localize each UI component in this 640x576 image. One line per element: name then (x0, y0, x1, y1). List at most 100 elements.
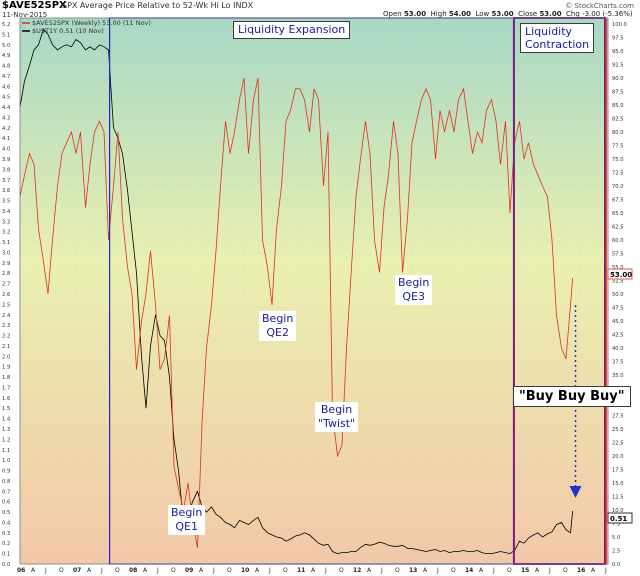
left-axis-tick-label: 3.8 (2, 167, 10, 173)
low-value: 53.00 (491, 10, 514, 18)
x-axis-tick-label: O (451, 567, 456, 574)
right-axis-tick-label: 17.5 (612, 468, 624, 474)
x-axis-tick-label: O (507, 567, 512, 574)
right-axis-tick-label: 80.0 (612, 130, 624, 136)
x-axis-tick-label: A (31, 567, 36, 574)
left-axis-tick-label: 3.0 (2, 250, 10, 256)
right-axis: 0.0 2.5 5.0 7.5 10.0 12.5 15.0 17.5 20.0 22.5 25.0… (612, 22, 627, 568)
right-axis-tick-label: 60.0 (612, 238, 624, 244)
left-axis-tick-label: 4.7 (2, 74, 10, 80)
left-axis-tick-label: 4.3 (2, 115, 10, 121)
qe3-line-2: QE3 (402, 290, 425, 303)
series-line-ave52spx (19, 77, 574, 548)
right-axis-tick-label: 15.0 (612, 481, 624, 487)
x-axis-tick-label: 16 (577, 567, 585, 574)
left-axis-tick-label: 4.2 (2, 126, 10, 132)
x-axis-tick-label: O (563, 567, 568, 574)
series-line-ust1y (19, 28, 574, 555)
x-axis-tick-label: J (324, 567, 327, 574)
left-axis-tick-label: 2.9 (2, 261, 10, 267)
qe1-line-1: Begin (171, 506, 203, 519)
x-axis-tick-label: O (283, 567, 288, 574)
left-axis-tick-label: 1.6 (2, 396, 10, 402)
right-axis-tick-label: 50.0 (612, 292, 624, 298)
x-axis-tick-label: 15 (521, 567, 529, 574)
twist-line-2: "Twist" (318, 417, 356, 430)
left-axis-tick-label: 3.3 (2, 219, 10, 225)
right-axis-tick-label: 7.5 (612, 522, 620, 528)
left-axis-tick-label: 1.7 (2, 385, 10, 391)
low-label: Low (475, 10, 490, 18)
left-axis-tick-label: 3.6 (2, 188, 10, 194)
qe1-line-2: QE1 (175, 520, 198, 533)
x-axis-tick-label: A (423, 567, 428, 574)
right-axis-tick-label: 42.5 (612, 333, 624, 339)
x-axis-tick-label: J (44, 567, 47, 574)
left-axis-tick-label: 0.6 (2, 500, 10, 506)
right-axis-tick-label: 100.0 (612, 22, 627, 28)
left-axis-tick-label: 1.1 (2, 448, 10, 454)
left-axis-tick-label: 4.4 (2, 105, 11, 111)
x-axis-tick-label: J (548, 567, 551, 574)
left-axis-tick-label: 1.3 (2, 427, 10, 433)
high-value: 54.00 (448, 10, 472, 18)
x-axis-tick-label: 12 (353, 567, 361, 574)
left-axis-tick-label: 3.4 (2, 209, 11, 215)
x-axis-tick-label: J (604, 567, 607, 574)
right-axis-tick-label: 95.0 (612, 49, 624, 55)
left-axis-tick-label: 5.0 (2, 43, 10, 49)
qe3-line-1: Begin (398, 276, 430, 289)
chart-credit: © StockCharts.com (565, 2, 634, 10)
left-axis-tick-label: 4.8 (2, 64, 10, 70)
right-axis-tick-label: 90.0 (612, 76, 624, 82)
left-axis-tick-label: 0.1 (2, 552, 10, 558)
left-axis-tick-label: 0.2 (2, 541, 10, 547)
right-axis-tick-label: 5.0 (612, 535, 620, 541)
left-axis-tick-label: 2.5 (2, 302, 10, 308)
left-axis: 0.0 0.1 0.2 0.3 0.4 0.5 0.6 0.7 0.8 0.9 1.0 1.1 1.2 1… (2, 22, 11, 568)
x-axis-tick-label: A (367, 567, 372, 574)
left-axis-tick-label: 0.7 (2, 489, 10, 495)
x-axis-tick-label: 08 (129, 567, 137, 574)
x-axis-tick-label: O (171, 567, 176, 574)
left-axis-tick-label: 5.2 (2, 22, 10, 28)
high-label: High (430, 10, 447, 18)
x-axis-tick-label: J (380, 567, 383, 574)
right-axis-tick-label: 37.5 (612, 360, 624, 366)
right-axis-tick-label: 75.0 (612, 157, 624, 163)
left-axis-tick-label: 5.1 (2, 32, 10, 38)
left-axis-tick-label: 0.4 (2, 520, 11, 526)
price-label-red: 53.00 (607, 268, 633, 280)
x-axis-tick-label: 13 (409, 567, 417, 574)
left-axis-tick-label: 2.7 (2, 282, 10, 288)
left-axis-tick-label: 3.2 (2, 230, 10, 236)
x-axis-tick-label: A (479, 567, 484, 574)
left-axis-tick-label: 2.6 (2, 292, 10, 298)
x-axis-tick-label: O (59, 567, 64, 574)
left-axis-tick-label: 0.3 (2, 531, 10, 537)
left-axis-tick-label: 0.9 (2, 469, 10, 475)
left-axis-tick-label: 4.1 (2, 136, 10, 142)
twist-line-1: Begin (320, 403, 353, 416)
right-axis-tick-label: 35.0 (612, 373, 624, 379)
left-axis-tick-label: 0.8 (2, 479, 10, 485)
x-axis-tick-label: 14 (465, 567, 473, 574)
legend-entry-ave52spx: $AVE52SPX (Weekly) 53.00 (11 Nov) (32, 19, 151, 27)
x-axis-tick-label: J (100, 567, 103, 574)
x-axis-tick-label: A (255, 567, 260, 574)
x-axis-tick-label: O (227, 567, 232, 574)
ohlc-stats: Open 53.00 High 54.00 Low 53.00 Close 53… (383, 10, 633, 18)
right-axis-tick-label: 10.0 (612, 508, 624, 514)
right-axis-tick-label: 40.0 (612, 346, 624, 352)
x-axis-tick-label: J (156, 567, 159, 574)
right-axis-tick-label: 70.0 (612, 184, 624, 190)
left-axis-tick-label: 2.0 (2, 354, 10, 360)
annotation-qe1: Begin QE1 (168, 505, 206, 535)
liquidity-expansion-label: Liquidity Expansion (233, 21, 351, 39)
left-axis-tick-label: 0.5 (2, 510, 10, 516)
left-axis-tick-label: 1.5 (2, 406, 10, 412)
right-axis-tick-label: 77.5 (612, 144, 624, 150)
right-axis-tick-label: 72.5 (612, 171, 624, 177)
price-label-red-text: 53.00 (610, 271, 632, 279)
